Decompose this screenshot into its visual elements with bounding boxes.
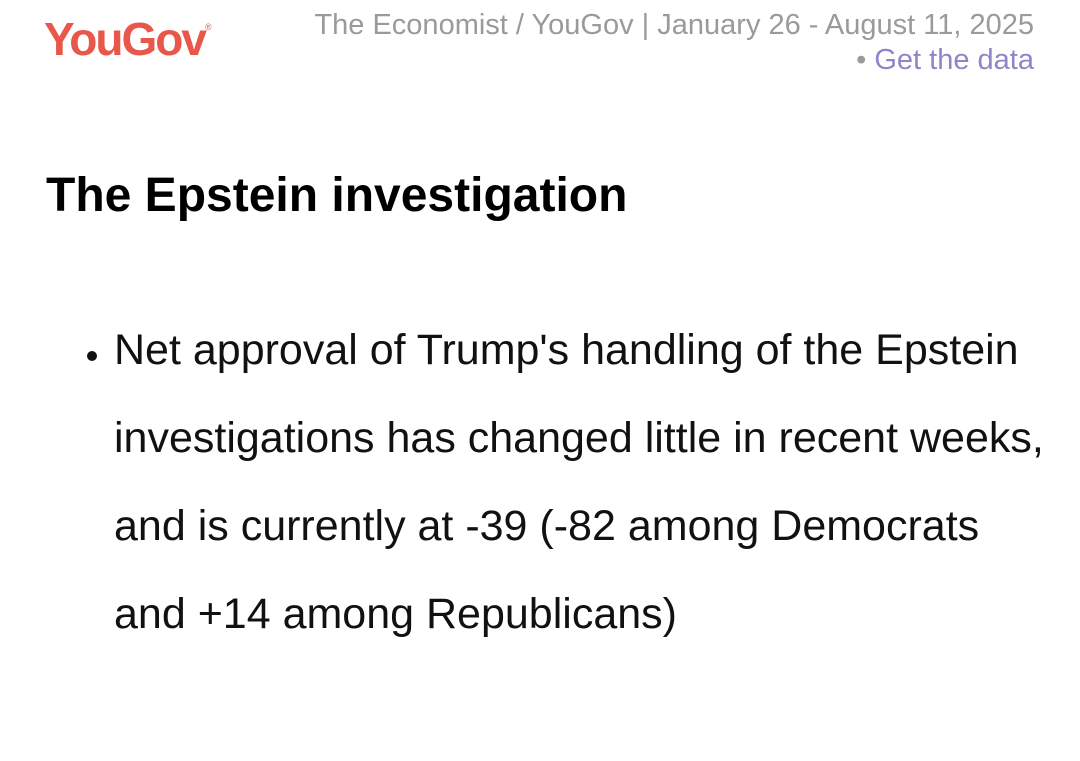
bullet-item: Net approval of Trump's handling of the … — [87, 306, 1044, 658]
heading: The Epstein investigation — [46, 169, 628, 222]
logo-mark: ® — [204, 22, 212, 32]
data-link[interactable]: Get the data — [874, 44, 1034, 76]
logo[interactable]: YouGov® — [44, 12, 212, 66]
logo-text: YouGov — [44, 13, 207, 65]
source-line: The Economist / YouGov | January 26 - Au… — [314, 8, 1034, 78]
separator: • — [856, 44, 867, 76]
source: The Economist / YouGov | January 26 - Au… — [314, 9, 1034, 41]
bullet-list: Net approval of Trump's handling of the … — [87, 306, 1044, 658]
